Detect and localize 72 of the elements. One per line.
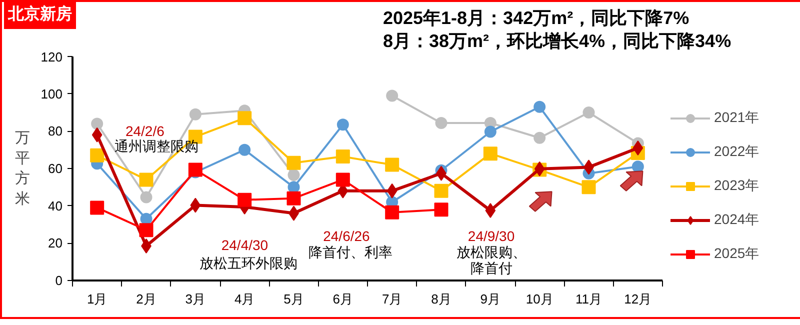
- point: [336, 118, 349, 131]
- point: [534, 132, 546, 144]
- legend-label: 2025年: [714, 245, 760, 263]
- point: [92, 127, 102, 142]
- y-tick-label: 80: [48, 124, 63, 139]
- point: [336, 150, 350, 164]
- annotation: 降首付: [470, 260, 512, 276]
- x-tick-label: 5月: [284, 292, 304, 306]
- text: 2025年1-8月：342万m²，同比下降7%: [383, 7, 690, 30]
- point: [91, 118, 104, 130]
- point: [238, 144, 251, 156]
- legend-label: 2023年: [714, 177, 760, 195]
- point: [336, 172, 350, 187]
- x-tick-label: 3月: [185, 292, 206, 306]
- x-tick-label: 8月: [431, 292, 452, 306]
- y-tick-label: 120: [40, 50, 63, 64]
- point: [534, 100, 546, 113]
- chart-title: 北京新房: [4, 2, 76, 29]
- legend-label: 2021年: [714, 109, 760, 127]
- y-axis-title: 万平方米: [14, 129, 30, 208]
- y-tick-label: 20: [48, 236, 63, 251]
- y-tick-label: 100: [40, 86, 63, 102]
- legend-label: 2024年: [714, 211, 760, 229]
- point: [190, 198, 201, 213]
- point: [434, 202, 448, 217]
- point: [139, 172, 154, 187]
- point: [286, 191, 301, 206]
- point: [385, 205, 400, 220]
- point: [140, 191, 152, 204]
- legend-label: 2022年: [714, 143, 760, 161]
- point: [434, 184, 448, 198]
- point: [485, 203, 496, 218]
- x-tick-label: 12月: [624, 292, 652, 306]
- x-tick-label: 6月: [332, 292, 354, 306]
- annotation: 24/4/30: [221, 237, 268, 254]
- y-tick-label: 40: [48, 198, 63, 214]
- point: [582, 106, 595, 118]
- point: [189, 108, 202, 120]
- point: [582, 180, 596, 194]
- point: [484, 126, 496, 138]
- point: [238, 111, 252, 126]
- y-tick-label: 0: [55, 273, 63, 288]
- text: 8月：38万m²，环比增长4%，同比下降34%: [383, 30, 732, 53]
- point: [632, 160, 644, 173]
- point: [386, 183, 398, 198]
- annotation: 放松五环外限购: [200, 254, 298, 271]
- point: [483, 146, 498, 161]
- annotation: 降首付、利率: [308, 244, 392, 260]
- point: [90, 148, 104, 162]
- y-tick-label: 60: [48, 161, 63, 176]
- point: [188, 162, 202, 177]
- x-tick-label: 1月: [86, 292, 108, 306]
- point: [139, 223, 154, 238]
- point: [386, 90, 398, 102]
- annotation: 24/6/26: [323, 228, 370, 244]
- annotation: 24/9/30: [468, 228, 515, 244]
- annotation: 放松限购、: [456, 244, 526, 260]
- point: [632, 140, 644, 156]
- point: [288, 169, 300, 182]
- point: [435, 116, 448, 129]
- point: [140, 212, 152, 225]
- x-tick-label: 11月: [576, 292, 602, 306]
- point: [385, 158, 400, 172]
- x-tick-label: 9月: [480, 292, 501, 306]
- x-tick-label: 2月: [136, 292, 156, 306]
- x-tick-label: 10月: [526, 292, 554, 306]
- x-tick-label: 4月: [234, 292, 255, 306]
- annotation: 24/2/6: [125, 122, 165, 139]
- point: [90, 200, 104, 215]
- point: [238, 192, 252, 207]
- x-tick-label: 7月: [382, 292, 402, 306]
- point: [286, 156, 301, 170]
